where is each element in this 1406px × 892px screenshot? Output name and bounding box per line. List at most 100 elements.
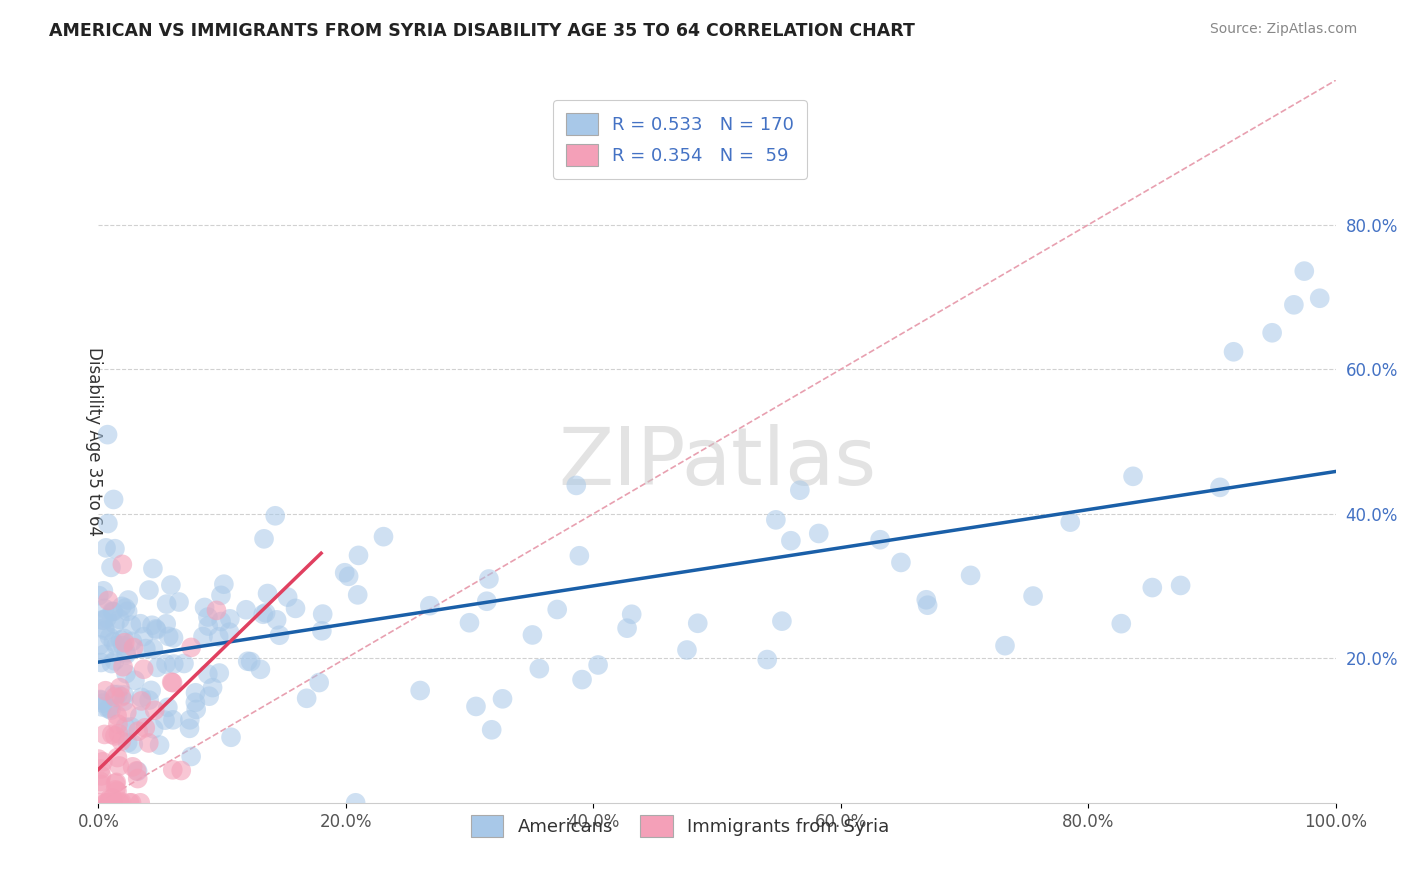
Point	[112, 688, 135, 702]
Point	[115, 646, 138, 660]
Point	[197, 610, 219, 624]
Point	[475, 594, 498, 608]
Point	[112, 694, 135, 708]
Point	[162, 631, 184, 645]
Point	[129, 796, 152, 810]
Point	[170, 764, 193, 778]
Point	[103, 492, 125, 507]
Point	[87, 752, 110, 766]
Point	[98, 701, 121, 715]
Point	[160, 675, 183, 690]
Point	[546, 602, 568, 616]
Point	[141, 618, 163, 632]
Point	[121, 796, 143, 810]
Point	[105, 775, 128, 789]
Point	[97, 702, 120, 716]
Point	[91, 613, 114, 627]
Point	[807, 526, 830, 541]
Point	[235, 603, 257, 617]
Point	[98, 630, 121, 644]
Point	[127, 764, 149, 779]
Point	[97, 427, 120, 442]
Point	[90, 656, 112, 670]
Point	[114, 601, 136, 615]
Point	[218, 625, 240, 640]
Point	[529, 662, 551, 676]
Point	[156, 700, 179, 714]
Point	[104, 783, 127, 797]
Point	[765, 513, 787, 527]
Point	[915, 592, 938, 607]
Point	[89, 796, 111, 810]
Point	[93, 621, 115, 635]
Y-axis label: Disability Age 35 to 64: Disability Age 35 to 64	[84, 347, 103, 536]
Point	[103, 796, 125, 810]
Point	[1109, 616, 1132, 631]
Point	[90, 769, 112, 783]
Point	[97, 796, 120, 810]
Point	[93, 583, 115, 598]
Point	[104, 541, 127, 556]
Point	[108, 681, 131, 695]
Point	[373, 530, 395, 544]
Point	[184, 686, 207, 700]
Point	[197, 667, 219, 681]
Point	[105, 784, 128, 798]
Point	[347, 549, 370, 563]
Point	[277, 590, 299, 604]
Point	[108, 759, 131, 773]
Point	[101, 604, 124, 618]
Point	[194, 600, 217, 615]
Point	[132, 662, 155, 676]
Point	[676, 643, 699, 657]
Point	[586, 657, 609, 672]
Point	[308, 675, 330, 690]
Point	[120, 618, 142, 632]
Point	[890, 556, 912, 570]
Point	[1222, 344, 1244, 359]
Point	[219, 731, 242, 745]
Point	[256, 586, 278, 600]
Point	[117, 736, 139, 750]
Point	[337, 569, 360, 583]
Point	[284, 601, 307, 615]
Point	[104, 729, 127, 743]
Point	[780, 533, 803, 548]
Point	[344, 796, 367, 810]
Point	[917, 598, 939, 612]
Point	[155, 616, 177, 631]
Point	[127, 724, 149, 739]
Point	[100, 657, 122, 671]
Text: ZIPatlas: ZIPatlas	[558, 425, 876, 502]
Point	[138, 693, 160, 707]
Point	[565, 478, 588, 492]
Point	[100, 560, 122, 574]
Point	[620, 607, 643, 622]
Point	[87, 589, 110, 603]
Point	[107, 750, 129, 764]
Point	[180, 749, 202, 764]
Point	[90, 693, 112, 707]
Point	[90, 699, 112, 714]
Point	[789, 483, 811, 498]
Point	[180, 640, 202, 655]
Point	[89, 692, 111, 706]
Point	[266, 613, 288, 627]
Point	[219, 612, 242, 626]
Point	[249, 662, 271, 676]
Point	[994, 639, 1017, 653]
Point	[145, 623, 167, 637]
Point	[105, 639, 128, 653]
Point	[156, 597, 179, 611]
Point	[96, 796, 118, 810]
Point	[90, 762, 112, 776]
Point	[162, 675, 184, 690]
Point	[142, 641, 165, 656]
Point	[142, 722, 165, 736]
Point	[686, 616, 709, 631]
Point	[269, 628, 291, 642]
Point	[103, 634, 125, 648]
Point	[333, 566, 356, 580]
Point	[153, 713, 176, 727]
Point	[91, 696, 114, 710]
